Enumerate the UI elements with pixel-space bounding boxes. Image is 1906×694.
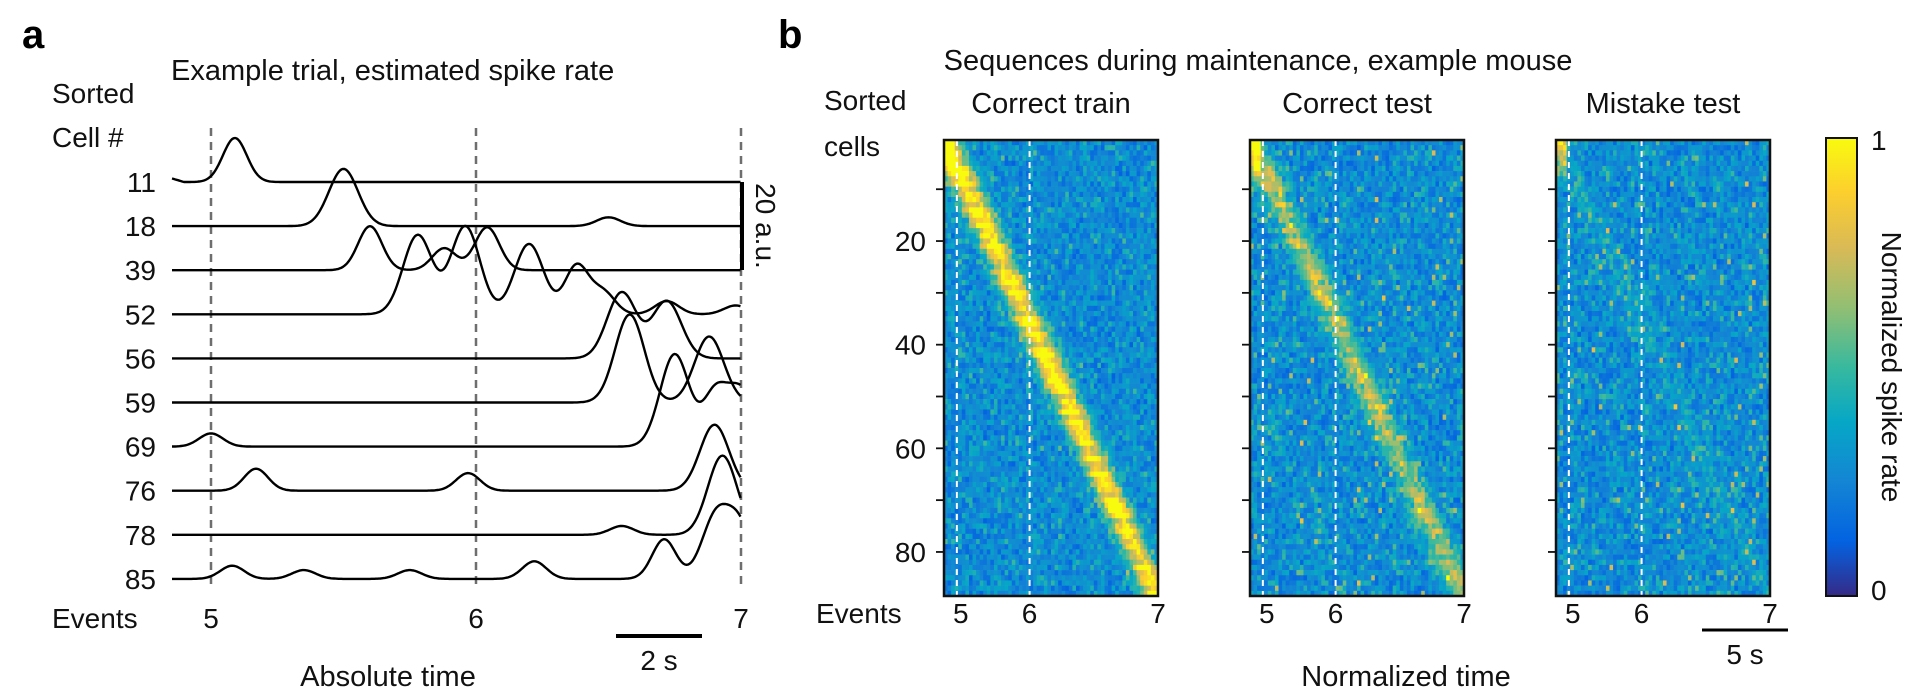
panel-a-ylabel-line1: Sorted [52, 78, 135, 109]
colorbar-max-label: 1 [1871, 125, 1887, 156]
traces [171, 136, 742, 581]
event-tick-5: 5 [1565, 598, 1581, 629]
cell-label-85: 85 [125, 564, 156, 595]
y-tick-label-20: 20 [895, 226, 926, 257]
cell-label-76: 76 [125, 476, 156, 507]
heatmap-frame [1248, 138, 1466, 598]
x-tick-labels: 5 6 7 [203, 603, 749, 634]
heatmap-correct-train: Correct train 5 6 7 [936, 88, 1166, 629]
trace-cell-52 [172, 224, 741, 316]
panel-a-letter: a [22, 13, 45, 57]
heatmap-cells [944, 140, 1159, 597]
time-scale-label-b: 5 s [1726, 639, 1763, 670]
subplot-title: Correct test [1282, 88, 1432, 120]
heatmap-frame [942, 138, 1160, 598]
panel-b-title: Sequences during maintenance, example mo… [944, 45, 1573, 77]
cell-label-18: 18 [125, 211, 156, 242]
colorbar-min-label: 0 [1871, 575, 1887, 606]
cell-label-59: 59 [125, 388, 156, 419]
trace-cell-78 [172, 454, 742, 536]
y-tick-label-40: 40 [895, 330, 926, 361]
heatmap-cells [1250, 140, 1465, 597]
panel-b-ylabel-line1: Sorted [824, 85, 907, 116]
x-tick-5: 5 [203, 603, 219, 634]
trace-cell-39 [172, 225, 741, 272]
event-tick-5: 5 [953, 598, 969, 629]
event-tick-7: 7 [1762, 598, 1778, 629]
panel-b-letter: b [778, 13, 802, 57]
event-tick-6: 6 [1634, 598, 1650, 629]
y-tick-labels: 20 40 60 80 [895, 226, 926, 568]
event-tick-6: 6 [1022, 598, 1038, 629]
time-scale-label: 2 s [640, 645, 677, 676]
panel-b: b Sequences during maintenance, example … [778, 13, 1906, 693]
colorbar [1825, 137, 1858, 597]
panel-a-title: Example trial, estimated spike rate [171, 55, 614, 87]
trace-cell-59 [172, 313, 742, 404]
cell-label-11: 11 [127, 167, 156, 198]
trace-cell-76 [172, 423, 742, 492]
x-tick-7: 7 [733, 603, 749, 634]
subplot-title: Mistake test [1586, 88, 1741, 120]
event-tick-5: 5 [1259, 598, 1275, 629]
heatmap-frame [1554, 138, 1772, 598]
cell-label-52: 52 [125, 299, 156, 330]
panel-a-events-label: Events [52, 603, 138, 634]
trace-cell-11 [171, 136, 741, 184]
panel-b-events-label: Events [816, 598, 902, 629]
cell-label-69: 69 [125, 432, 156, 463]
event-tick-7: 7 [1150, 598, 1166, 629]
x-tick-6: 6 [468, 603, 484, 634]
colorbar-title: Normalized spike rate [1876, 232, 1906, 503]
y-tick-label-60: 60 [895, 433, 926, 464]
heatmap-cells [1556, 140, 1771, 597]
panel-a: a Example trial, estimated spike rate So… [22, 13, 781, 693]
y-tick-label-80: 80 [895, 537, 926, 568]
event-tick-6: 6 [1328, 598, 1344, 629]
trace-cell-69 [172, 352, 742, 448]
panel-a-xlabel: Absolute time [300, 661, 476, 693]
subplot-title: Correct train [971, 88, 1131, 120]
trace-cell-18 [172, 167, 741, 228]
cell-label-78: 78 [125, 520, 156, 551]
cell-label-56: 56 [125, 343, 156, 374]
panel-b-xlabel: Normalized time [1301, 661, 1511, 693]
cell-label-39: 39 [125, 255, 156, 286]
panel-b-ylabel-line2: cells [824, 131, 880, 162]
amplitude-scale-label: 20 a.u. [750, 183, 781, 269]
trace-cell-85 [172, 502, 742, 581]
cell-labels: 11 18 39 52 56 59 69 76 78 85 [125, 167, 156, 595]
event-tick-7: 7 [1456, 598, 1472, 629]
trace-cell-56 [172, 290, 741, 360]
heatmap-mistake-test: Mistake test 5 6 7 [1548, 88, 1778, 629]
heatmap-correct-test: Correct test 5 6 7 [1242, 88, 1472, 629]
panel-a-ylabel-line2: Cell # [52, 122, 124, 153]
